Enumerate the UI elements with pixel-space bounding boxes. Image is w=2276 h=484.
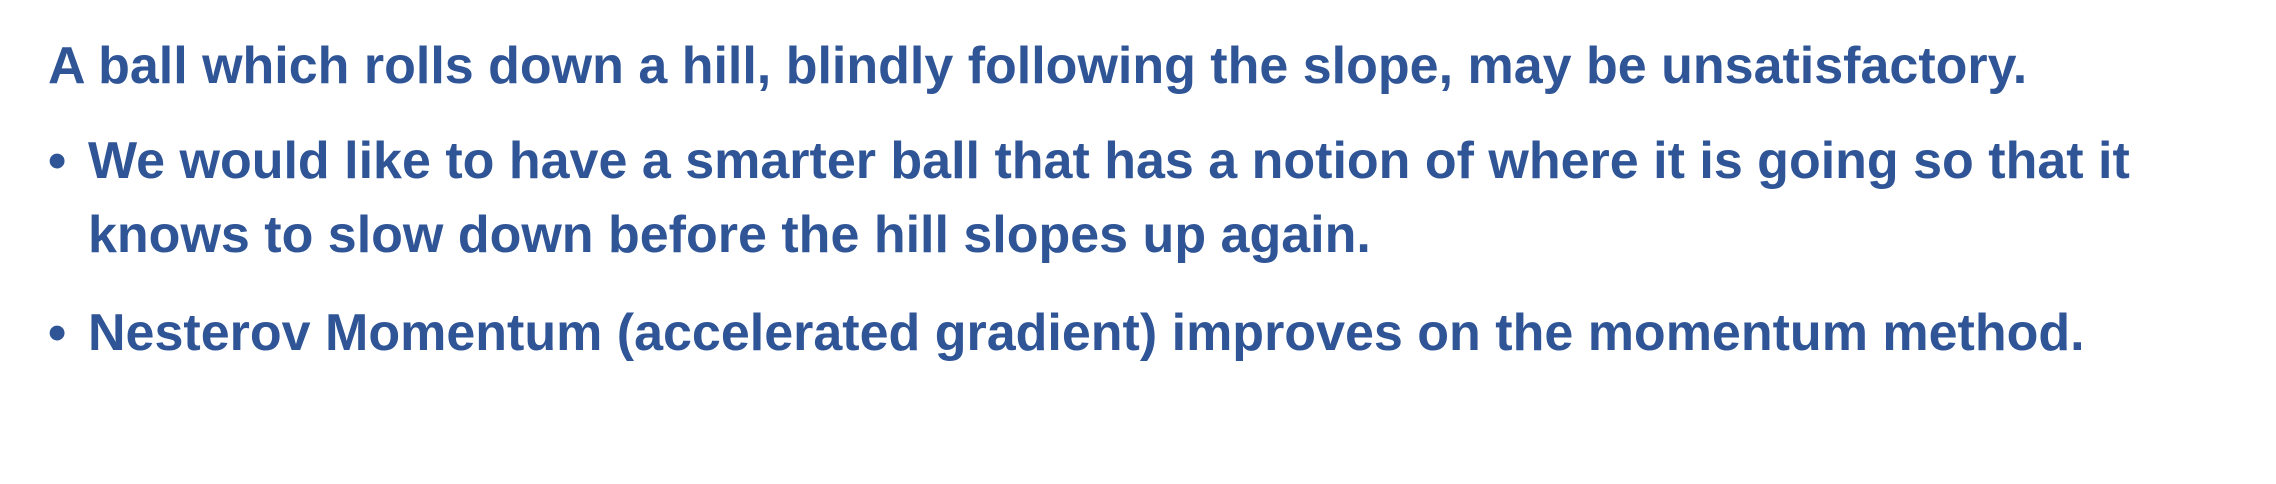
bullet-item-smarter-ball: • We would like to have a smarter ball t… [48, 124, 2248, 272]
bullet-item-nesterov: • Nesterov Momentum (accelerated gradien… [48, 296, 2248, 370]
intro-text: A ball which rolls down a hill, blindly … [48, 37, 2028, 95]
bullet-icon: • [48, 304, 67, 362]
bullet-text: Nesterov Momentum (accelerated gradient)… [88, 304, 2085, 362]
bullet-text: We would like to have a smarter ball tha… [88, 132, 2130, 264]
bullet-icon: • [48, 132, 67, 190]
